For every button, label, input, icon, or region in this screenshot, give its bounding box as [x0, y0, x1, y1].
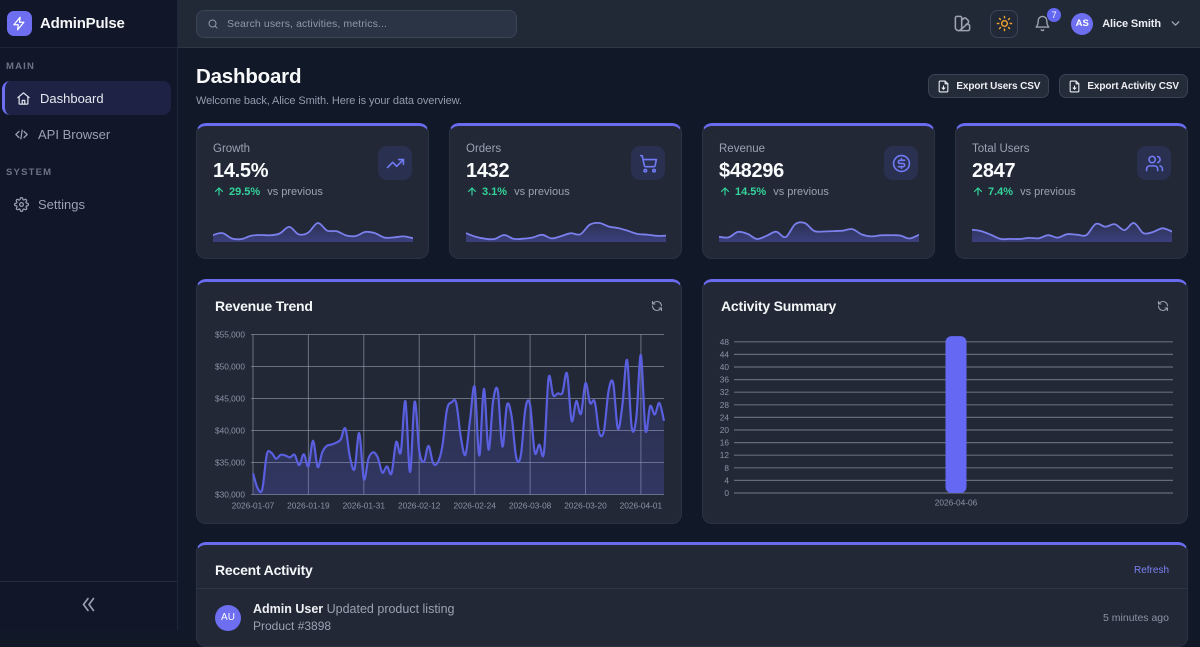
svg-text:2026-02-24: 2026-02-24	[453, 501, 496, 511]
svg-text:$45,000: $45,000	[215, 394, 245, 404]
svg-text:2026-03-20: 2026-03-20	[564, 501, 607, 511]
svg-text:$55,000: $55,000	[215, 330, 245, 340]
svg-text:2026-03-08: 2026-03-08	[509, 501, 552, 511]
svg-text:4: 4	[724, 475, 729, 485]
svg-text:2026-01-07: 2026-01-07	[232, 501, 275, 511]
svg-text:32: 32	[720, 387, 730, 397]
svg-text:2026-04-01: 2026-04-01	[620, 501, 663, 511]
svg-text:36: 36	[720, 375, 730, 385]
svg-text:16: 16	[720, 438, 730, 448]
svg-text:40: 40	[720, 362, 730, 372]
svg-text:$35,000: $35,000	[215, 458, 245, 468]
svg-text:20: 20	[720, 425, 730, 435]
svg-text:48: 48	[720, 337, 730, 347]
svg-text:12: 12	[720, 450, 730, 460]
svg-text:2026-01-19: 2026-01-19	[287, 501, 330, 511]
svg-text:24: 24	[720, 412, 730, 422]
svg-text:$50,000: $50,000	[215, 362, 245, 372]
svg-text:2026-04-06: 2026-04-06	[935, 498, 978, 508]
svg-text:44: 44	[720, 349, 730, 359]
svg-text:8: 8	[724, 463, 729, 473]
svg-text:$40,000: $40,000	[215, 426, 245, 436]
svg-text:2026-02-12: 2026-02-12	[398, 501, 441, 511]
svg-text:$30,000: $30,000	[215, 490, 245, 500]
svg-text:2026-01-31: 2026-01-31	[343, 501, 386, 511]
svg-text:0: 0	[724, 488, 729, 498]
svg-text:28: 28	[720, 400, 730, 410]
